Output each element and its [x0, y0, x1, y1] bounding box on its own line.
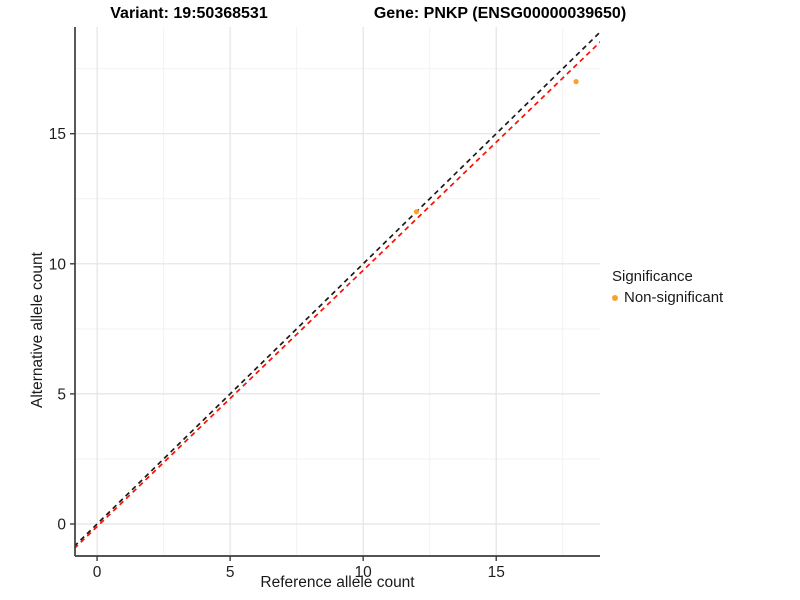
fit-line [75, 41, 600, 550]
legend-item-non-significant: Non-significant [612, 289, 723, 306]
x-tick-label: 10 [355, 564, 373, 581]
y-tick-label: 5 [57, 386, 66, 403]
legend: Significance Non-significant [612, 268, 723, 306]
variant-title: Variant: 19:50368531 [110, 5, 268, 22]
x-tick-label: 15 [488, 564, 505, 581]
legend-title: Significance [612, 268, 693, 285]
legend-item-label: Non-significant [624, 289, 724, 306]
x-tick-label: 5 [226, 564, 235, 581]
y-tick-label: 0 [57, 516, 66, 533]
y-axis-label: Alternative allele count [29, 252, 46, 408]
data-point [413, 209, 419, 215]
x-axis-label: Reference allele count [260, 574, 415, 591]
identity-line [75, 31, 600, 547]
data-point [573, 79, 579, 85]
x-tick-label: 0 [93, 564, 102, 581]
y-tick-label: 15 [49, 126, 66, 143]
y-tick-label: 10 [49, 256, 67, 273]
legend-point-icon [612, 294, 618, 301]
gene-title: Gene: PNKP (ENSG00000039650) [373, 5, 627, 22]
